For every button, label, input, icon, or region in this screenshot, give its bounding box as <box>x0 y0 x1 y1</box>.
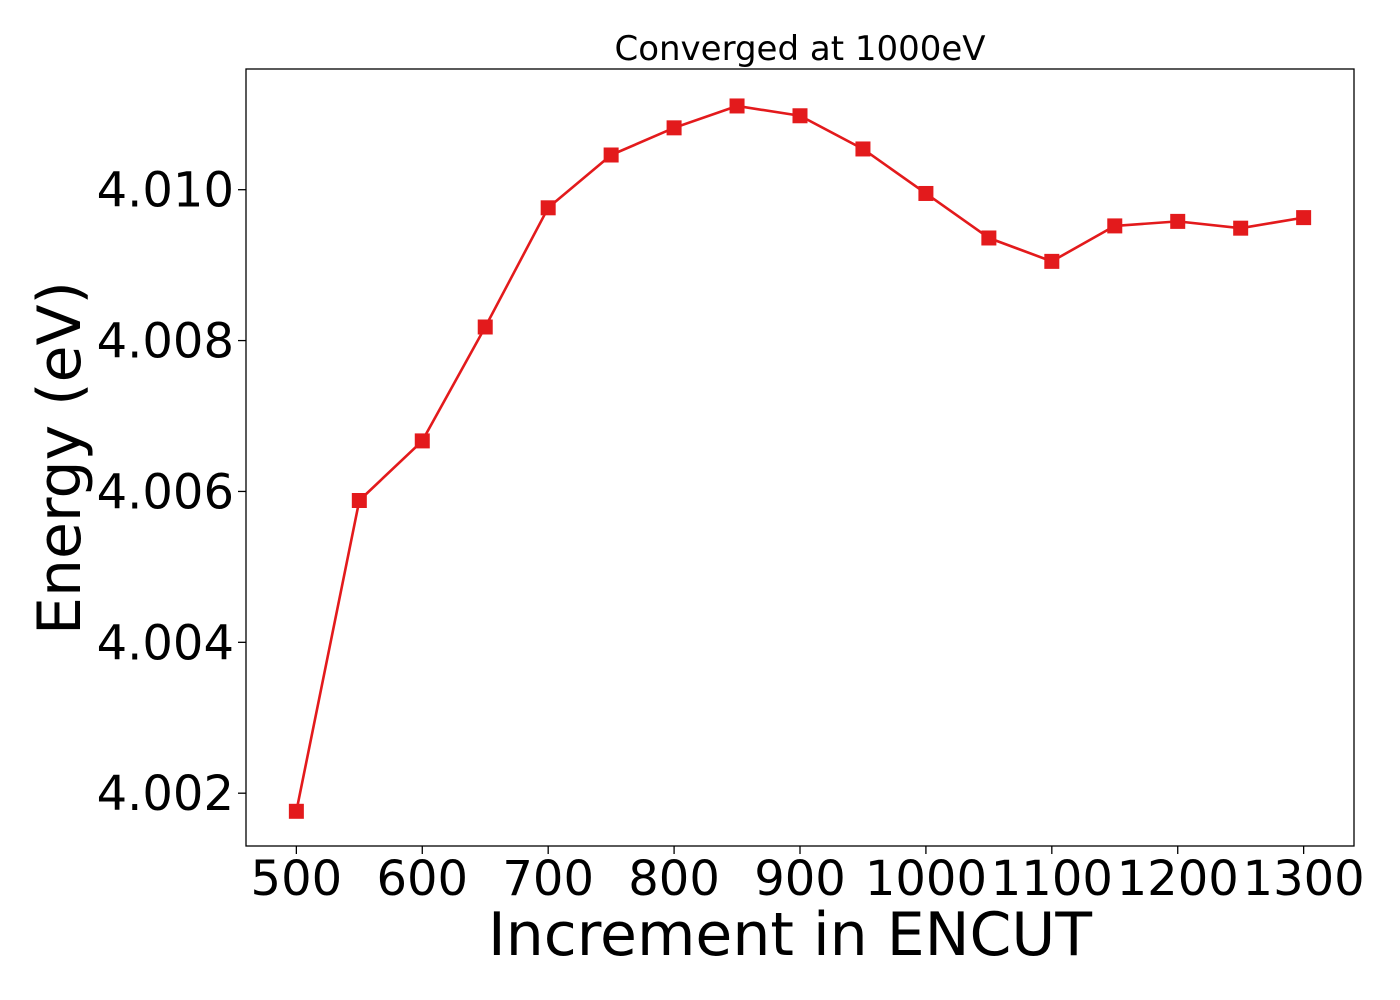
x-tick-label: 1200 <box>1117 851 1239 907</box>
data-point-marker <box>1233 220 1249 236</box>
y-tick-label: 4.002 <box>97 766 234 822</box>
data-point-marker <box>1170 213 1186 229</box>
x-tick-label: 1100 <box>991 851 1113 907</box>
data-point-marker <box>1296 210 1312 226</box>
x-axis: 500 600 700 800 900 1000 1100 1200 1300 <box>251 846 1365 907</box>
x-tick-label: 800 <box>628 851 720 907</box>
data-point-marker <box>288 803 304 819</box>
data-point-marker <box>1107 218 1123 234</box>
series-layer <box>288 98 1312 819</box>
data-point-marker <box>792 108 808 124</box>
data-point-marker <box>666 120 682 136</box>
y-axis: 4.002 4.004 4.006 4.008 4.010 <box>97 163 246 822</box>
data-point-marker <box>477 319 493 335</box>
x-axis-label: Increment in ENCUT <box>488 900 1092 970</box>
y-axis-label: Energy (eV) <box>25 281 95 635</box>
data-point-marker <box>414 433 430 449</box>
data-point-marker <box>729 98 745 114</box>
data-point-marker <box>603 147 619 163</box>
x-tick-label: 1000 <box>865 851 987 907</box>
data-point-marker <box>351 492 367 508</box>
y-tick-label: 4.008 <box>97 314 234 370</box>
x-tick-label: 1300 <box>1243 851 1365 907</box>
chart-title: Converged at 1000eV <box>614 29 985 69</box>
x-tick-label: 500 <box>251 851 343 907</box>
data-point-marker <box>918 185 934 201</box>
data-point-marker <box>540 200 556 216</box>
x-tick-label: 700 <box>502 851 594 907</box>
x-tick-label: 900 <box>754 851 846 907</box>
y-tick-label: 4.004 <box>97 615 234 671</box>
data-point-marker <box>1044 253 1060 269</box>
data-point-marker <box>855 141 871 157</box>
data-point-marker <box>981 230 997 246</box>
x-tick-label: 600 <box>376 851 468 907</box>
y-tick-label: 4.010 <box>97 163 234 219</box>
y-tick-label: 4.006 <box>97 464 234 520</box>
